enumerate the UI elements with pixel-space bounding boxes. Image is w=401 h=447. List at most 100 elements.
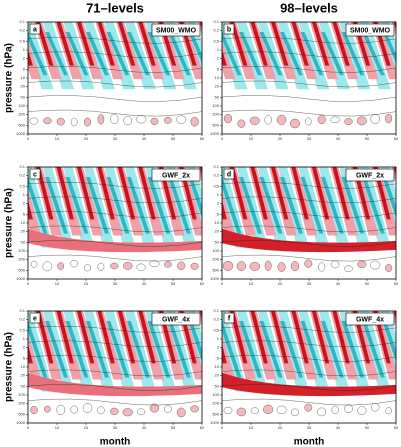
panel-label-box — [29, 23, 41, 35]
red-core — [56, 167, 74, 220]
y-tick-label: 200 — [18, 400, 25, 405]
x-tick-label: 60 — [200, 281, 205, 286]
x-tick-label: 10 — [249, 281, 254, 286]
cyan-band — [222, 167, 248, 248]
pink-blob — [204, 262, 212, 272]
scheme-box — [151, 23, 201, 37]
cyan-core — [361, 32, 385, 76]
pink-blob — [97, 262, 105, 271]
pink-blob — [176, 115, 187, 124]
pink-blob — [385, 407, 393, 415]
y-tick-label: 0.5 — [19, 39, 25, 44]
pink-blob — [163, 116, 172, 124]
red-core — [36, 22, 54, 66]
cyan-core — [45, 32, 68, 76]
y-tick-label: 1000 — [16, 276, 26, 281]
red-core — [222, 49, 227, 66]
y-tick-label: 50 — [21, 384, 26, 389]
cyan-core — [320, 321, 344, 378]
y-tick-label: 200 — [18, 111, 25, 116]
x-tick-label: 10 — [55, 136, 60, 141]
y-tick-label: 1 — [23, 192, 26, 197]
contour-line — [28, 398, 202, 406]
pink-blob — [149, 403, 160, 413]
red-core — [117, 167, 136, 220]
pink-blob — [164, 261, 172, 268]
pink-blob — [317, 114, 326, 125]
pink-blob — [397, 119, 401, 126]
contour-line — [28, 240, 202, 247]
scheme-label: GWF_2x — [356, 172, 384, 179]
cyan-core — [85, 321, 109, 378]
y-tick-label: 10 — [215, 364, 220, 369]
pink-blob — [122, 408, 133, 417]
pink-blob — [236, 261, 246, 271]
contour-line — [28, 109, 202, 117]
x-tick-label: 60 — [200, 136, 205, 141]
cyan-core — [147, 177, 171, 234]
pink-blob — [385, 113, 393, 124]
contour-field — [28, 167, 212, 279]
y-tick-label: 50 — [215, 95, 220, 100]
y-tick-label: 200 — [212, 111, 219, 116]
pink-blob — [291, 408, 299, 416]
pink-blob — [276, 114, 287, 125]
red-core — [393, 311, 396, 320]
y-tick-label: 20 — [215, 372, 220, 377]
red-core — [28, 49, 33, 66]
red-core — [230, 167, 248, 220]
cyan-core — [300, 177, 324, 234]
y-tick-label: 0.1 — [19, 308, 25, 313]
y-tick-label: 1 — [217, 336, 220, 341]
x-tick-label: 40 — [142, 425, 147, 430]
y-tick-label: 0.2 — [213, 316, 219, 321]
contour-line — [222, 240, 396, 247]
pink-blob — [110, 262, 119, 270]
red-core — [291, 311, 309, 364]
red-core — [230, 311, 248, 364]
pink-blob — [331, 405, 339, 415]
x-tick-label: 10 — [55, 281, 60, 286]
x-tick-label: 20 — [278, 136, 283, 141]
red-core — [97, 311, 115, 364]
cyan-core — [239, 177, 262, 234]
y-tick-label: 0.2 — [19, 27, 25, 32]
contour-line — [28, 225, 202, 233]
pink-blob — [222, 260, 234, 271]
red-core — [138, 22, 156, 66]
y-tick-label: 500 — [212, 412, 219, 417]
red-core — [270, 311, 289, 364]
pink-blob — [137, 408, 146, 416]
column-title: 71–levels — [86, 0, 144, 15]
cyan-core — [65, 177, 89, 234]
y-tick-label: 1000 — [210, 420, 220, 425]
cyan-core — [28, 321, 48, 378]
y-tick-label: 100 — [212, 392, 219, 397]
pink-blob — [370, 114, 381, 125]
pink-blob — [97, 406, 105, 415]
y-tick-label: 1000 — [210, 276, 220, 281]
red-core — [76, 22, 95, 66]
y-tick-label: 0.5 — [19, 184, 25, 189]
pink-blob — [290, 118, 300, 129]
x-tick-label: 30 — [307, 136, 312, 141]
cyan-band — [28, 22, 54, 90]
y-tick-label: 10 — [21, 75, 26, 80]
cyan-core — [279, 32, 303, 76]
y-tick-label: 100 — [18, 392, 25, 397]
cyan-core — [361, 177, 385, 234]
pink-blob — [304, 259, 313, 268]
scheme-box — [151, 312, 201, 326]
pink-blob — [305, 117, 312, 126]
pink-blob — [123, 261, 133, 270]
cyan-core — [45, 321, 68, 378]
pink-blob — [330, 260, 340, 269]
y-tick-label: 1000 — [16, 131, 26, 136]
contour-line — [28, 355, 202, 362]
x-tick-label: 40 — [142, 281, 147, 286]
pink-blob — [110, 113, 119, 125]
pink-blob — [344, 118, 353, 125]
red-core — [311, 311, 330, 364]
contour-line — [222, 225, 396, 233]
cyan-band — [28, 311, 54, 392]
